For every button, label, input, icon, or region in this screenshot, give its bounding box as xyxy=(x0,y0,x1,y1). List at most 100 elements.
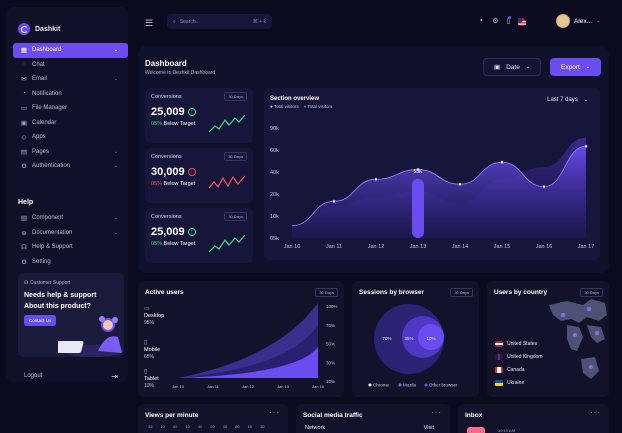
sidebar-item-setting[interactable]: ⚙ Setting xyxy=(13,255,128,270)
country-item[interactable]: Ukraine xyxy=(495,380,524,386)
country-item[interactable]: Canada xyxy=(495,367,525,373)
menu-icon[interactable]: ☰ xyxy=(145,18,154,28)
data-point[interactable] xyxy=(584,144,588,149)
views-tick: 10 xyxy=(160,424,165,429)
sidebar-item-file-manager[interactable]: ▭ File Manager xyxy=(13,101,128,116)
sidebar-item-label: Help & Support xyxy=(32,244,73,251)
calendar-icon: ▣ xyxy=(493,64,501,71)
legend-marker xyxy=(368,383,372,387)
doc-icon: ⊕ xyxy=(21,229,27,237)
sidebar-item-email[interactable]: ✉ Email ⌄ xyxy=(13,72,128,87)
sidebar-item-calendar[interactable]: ▣ Calendar xyxy=(13,116,128,131)
browser-bubble[interactable] xyxy=(418,324,444,350)
contact-us-button[interactable]: Contact Us xyxy=(24,315,57,326)
period-badge[interactable]: 30 Days xyxy=(224,152,247,161)
countries-title: Users by country xyxy=(494,289,548,296)
sidebar-item-label: Dashboard xyxy=(32,47,62,54)
arrow-down-icon: ↓ xyxy=(187,168,196,177)
search-input[interactable]: Search... xyxy=(179,18,200,25)
y-tick-label: 50% xyxy=(326,342,335,347)
x-tick-label: Jan 15 xyxy=(494,244,511,250)
highlight-bar[interactable] xyxy=(412,178,424,238)
chevron-down-icon: ⌄ xyxy=(113,47,118,54)
logout-icon: ⇥ xyxy=(111,371,118,381)
gear-icon[interactable]: ⚙ xyxy=(492,18,499,25)
conversion-card: Conversions 30 Days 25,009 ↑ 05% Below Ta… xyxy=(145,208,253,263)
data-point[interactable] xyxy=(416,167,420,172)
arrow-up-icon: ↑ xyxy=(187,228,196,237)
phone-icon: ▯ xyxy=(144,340,148,346)
sidebar-item-apps[interactable]: ◇ Apps xyxy=(13,130,128,145)
legend-label: Mozila xyxy=(403,383,417,388)
sessions-card: Sessions by browser 30 Days 70% 35% 10% Chr… xyxy=(352,281,479,397)
page-subtitle: Welcome to Deshkit Dashboard xyxy=(145,70,216,76)
gear-icon: ⚙ xyxy=(21,258,27,266)
date-label: Date xyxy=(506,63,520,71)
overview-title: Section overview xyxy=(270,96,320,102)
country-item[interactable]: United States xyxy=(495,341,537,347)
sidebar-item-label: Calendar xyxy=(32,119,57,126)
sparkline xyxy=(209,234,246,253)
period-badge[interactable]: 30 Days xyxy=(315,288,338,297)
data-point[interactable] xyxy=(374,177,378,182)
logout-button[interactable]: Logout ⇥ xyxy=(18,368,124,384)
views-tick: 40 xyxy=(197,424,203,429)
sidebar-item-notification[interactable]: ◔ Notification xyxy=(13,87,128,102)
sidebar-item-help-support[interactable]: ☊ Help & Support xyxy=(13,240,128,255)
support-card: ☊ Customer Support Needs help & support … xyxy=(18,273,124,357)
page-title: Dashboard xyxy=(145,59,187,68)
section-overview-card: Section overview ● Total visitors ● Tota… xyxy=(264,88,600,260)
country-item[interactable]: United Kingdom xyxy=(495,354,543,360)
views-tick: 80 xyxy=(235,424,240,429)
support-title: Needs help & support About this product? xyxy=(24,292,97,310)
sidebar-item-authentication[interactable]: ⚙ Authentication ⌄ xyxy=(13,159,128,174)
arrow-up-icon: ↑ xyxy=(187,108,196,117)
help-nav: ▧ Component ⌄ ⊕ Documentation ⌄ ☊ Help & S… xyxy=(13,211,128,269)
data-point[interactable] xyxy=(458,182,462,186)
date-picker-button[interactable]: ▣ Date ⌄ xyxy=(483,58,541,76)
sparkline xyxy=(209,114,246,133)
country-name: United Kingdom xyxy=(507,354,543,360)
export-label: Export xyxy=(561,63,580,71)
user-name: Alex... xyxy=(574,17,593,25)
period-badge[interactable]: 30 Days xyxy=(450,288,473,297)
legend-item: ● Total visitors xyxy=(303,104,333,109)
sessions-chart: 70% 35% 10% Chrome Mozila Other browser xyxy=(368,304,458,388)
sidebar-item-chat[interactable]: ◌ Chat xyxy=(13,58,128,73)
x-tick-label: Jan 11 xyxy=(207,384,219,389)
more-options-icon[interactable]: ··· xyxy=(269,408,280,417)
sidebar-item-dashboard[interactable]: ▦ Dashboard ⌄ xyxy=(13,43,128,58)
sidebar-item-documentation[interactable]: ⊕ Documentation ⌄ xyxy=(13,226,128,241)
column-visit: Visit xyxy=(423,425,434,431)
more-options-icon[interactable]: ··· xyxy=(590,408,601,417)
range-dropdown[interactable]: Last 7 days ⌄ xyxy=(547,97,588,103)
data-point[interactable] xyxy=(542,184,546,189)
sidebar-item-pages[interactable]: ▤ Pages ⌄ xyxy=(13,145,128,160)
language-flag-icon[interactable] xyxy=(518,17,527,28)
theme-toggle-icon[interactable]: ◐ xyxy=(480,17,485,24)
search-bar[interactable]: ⌕ Search... ⌘ + k xyxy=(167,14,272,29)
data-point[interactable] xyxy=(332,199,336,204)
inbox-avatar xyxy=(467,427,485,433)
flag-ca-icon xyxy=(495,367,503,373)
period-badge[interactable]: 30 Days xyxy=(224,92,247,101)
legend-label: Chrome xyxy=(373,383,390,388)
legend-marker xyxy=(424,383,428,387)
country-name: Canada xyxy=(507,367,525,373)
sidebar-item-label: Documentation xyxy=(32,229,73,236)
sidebar-item-component[interactable]: ▧ Component ⌄ xyxy=(13,211,128,226)
views-tick: 10 xyxy=(185,424,190,429)
conversion-card: Conversions 30 Days 30,009 ↓ 05% Below Ta… xyxy=(145,148,253,203)
notification-icon[interactable]: ▯ xyxy=(506,16,512,25)
active-users-chart: 100% 70% 50% 30% 10% Jan 10 Jan 11 Jan 12 Jan 13… xyxy=(172,303,338,389)
period-badge[interactable]: 30 Days xyxy=(580,288,603,297)
more-options-icon[interactable]: ··· xyxy=(431,408,442,417)
brand-logo[interactable]: Dashkit xyxy=(18,23,60,35)
bell-icon: ◔ xyxy=(22,90,26,98)
user-menu[interactable]: Alex... ⌄ xyxy=(556,14,600,28)
export-button[interactable]: Export ⌄ xyxy=(550,58,601,76)
period-badge[interactable]: 30 Days xyxy=(224,212,247,221)
dashboard-panel: Dashboard Welcome to Deshkit Dashboard ▣… xyxy=(138,46,609,273)
data-point[interactable] xyxy=(500,160,504,164)
views-tick: 20 xyxy=(210,424,215,429)
